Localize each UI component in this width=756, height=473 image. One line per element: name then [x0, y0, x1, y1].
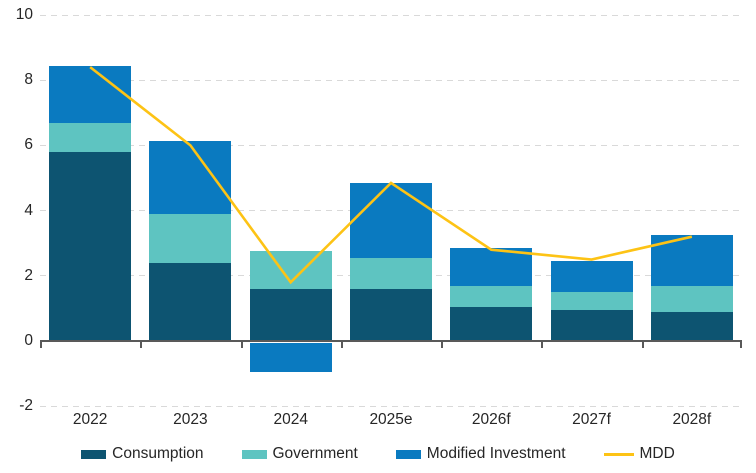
x-axis-line [40, 340, 742, 342]
bar-segment-consumption [550, 310, 633, 341]
x-tick-label: 2027f [572, 411, 611, 428]
bar-segment-consumption [350, 288, 432, 341]
bar-segment-government [249, 251, 332, 289]
y-tick-label: 8 [24, 71, 33, 89]
x-tick-label: 2026f [471, 411, 511, 428]
x-axis-tick [641, 341, 644, 348]
grid-line [40, 79, 742, 81]
bar-segment-government [350, 257, 432, 289]
x-axis-tick [441, 341, 444, 348]
bar-segment-government [550, 292, 633, 311]
legend-label-government: Government [272, 445, 358, 462]
bar-segment-government [650, 285, 733, 312]
bar-segment-modified-investment [350, 182, 432, 258]
x-tick-label: 2024 [273, 411, 308, 428]
x-axis-tick [740, 341, 742, 348]
x-tick-label: 2023 [173, 411, 208, 428]
bar-segment-modified-investment [249, 343, 332, 373]
bar-segment-consumption [149, 262, 232, 341]
x-axis-tick [240, 341, 243, 348]
bar-segment-modified-investment [450, 248, 533, 286]
x-tick-label: 2025e [369, 411, 413, 428]
bar-segment-consumption [450, 306, 533, 341]
legend: Consumption Government Modified Investment… [0, 443, 756, 465]
grid-line [40, 405, 742, 407]
bar-segment-consumption [249, 288, 332, 341]
x-axis-tick [140, 341, 143, 348]
grid-line [40, 144, 742, 146]
bar-segment-consumption [650, 311, 733, 341]
legend-item-mdd: MDD [603, 445, 675, 463]
y-tick-label: 10 [15, 6, 33, 23]
legend-label-mdd: MDD [639, 445, 675, 462]
y-tick-label: -2 [19, 397, 33, 415]
x-axis-tick [541, 341, 544, 348]
legend-item-consumption: Consumption [81, 445, 204, 463]
y-tick-label: 4 [24, 201, 33, 219]
bar-segment-government [450, 285, 533, 307]
y-tick-label: 2 [24, 266, 33, 284]
legend-item-modified-investment: Modified Investment [395, 445, 566, 463]
bar-segment-government [49, 122, 132, 152]
y-tick-label: 6 [24, 136, 33, 154]
x-tick-label: 2022 [72, 411, 108, 428]
bar-segment-consumption [49, 151, 132, 341]
x-axis-tick [40, 341, 42, 348]
legend-swatch-consumption [81, 449, 107, 459]
x-tick-label: 2028f [672, 411, 712, 428]
legend-swatch-government [241, 449, 267, 459]
legend-label-modified-investment: Modified Investment [426, 445, 566, 462]
bar-segment-modified-investment [49, 65, 132, 123]
bar-segment-modified-investment [650, 235, 733, 286]
bar-segment-government [149, 213, 232, 263]
bar-segment-modified-investment [550, 261, 633, 293]
bar-segment-modified-investment [149, 140, 232, 214]
legend-swatch-modified-investment [395, 449, 421, 459]
x-axis-tick [340, 341, 343, 348]
legend-label-consumption: Consumption [112, 445, 204, 462]
legend-item-government: Government [241, 445, 358, 463]
legend-swatch-mdd [603, 452, 634, 456]
grid-line [40, 14, 742, 16]
y-tick-label: 0 [24, 332, 33, 349]
